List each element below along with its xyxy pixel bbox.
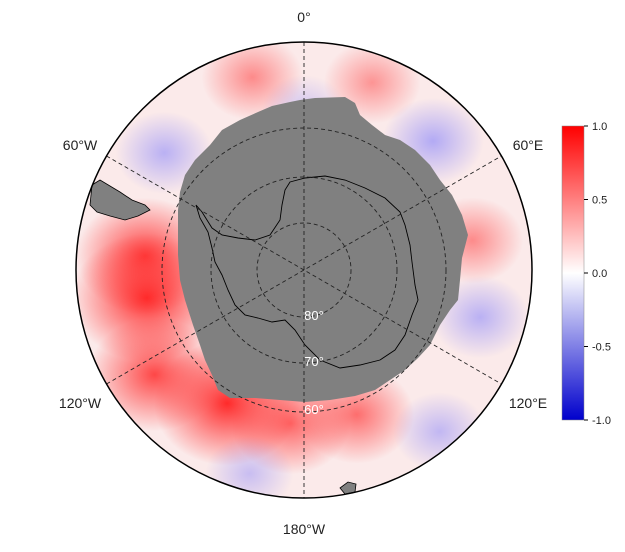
anomaly-field: [76, 42, 532, 498]
colorbar: 1.0 0.5 0.0 -0.5 -1.0: [561, 121, 611, 427]
anomaly-region-12: [393, 392, 486, 471]
anomaly-region-13: [205, 436, 294, 498]
lon-label-60e: 60°E: [513, 137, 544, 153]
lon-label-120w: 120°W: [59, 395, 102, 411]
lat-label-70: 70°: [304, 354, 324, 369]
meridian-60w-120e: [106, 155, 502, 385]
lon-label-180w: 180°W: [283, 521, 326, 537]
lat-label-60: 60°: [304, 402, 324, 417]
graticule: [106, 42, 502, 498]
colorbar-label-neg-0-5: -0.5: [592, 342, 611, 354]
colorbar-label-0: 0.0: [592, 268, 607, 280]
antarctica-coastline: [195, 175, 419, 369]
lon-label-0: 0°: [297, 9, 310, 25]
lon-label-120e: 120°E: [509, 395, 547, 411]
colorbar-scale: [561, 125, 585, 421]
colorbar-label-0-5: 0.5: [592, 195, 607, 207]
map-border: [75, 41, 533, 499]
lat-label-80: 80°: [304, 308, 324, 323]
colorbar-label-1: 1.0: [592, 121, 607, 133]
meridian-120w-60e: [106, 155, 502, 385]
small-island: [339, 481, 357, 495]
antarctica-grey-mask: [178, 97, 468, 402]
lon-label-60w: 60°W: [63, 137, 98, 153]
colorbar-label-neg-1: -1.0: [592, 415, 611, 427]
south-america-tip: [89, 179, 151, 221]
